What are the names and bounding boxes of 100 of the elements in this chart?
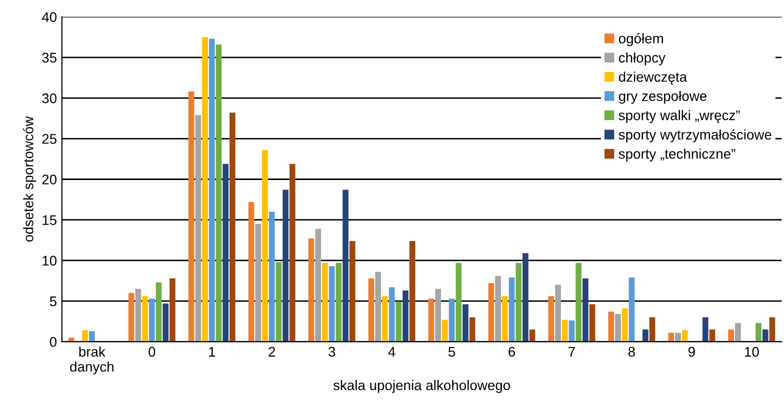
legend-label: sporty wytrzymałościowe: [618, 129, 772, 142]
bar: [255, 224, 262, 342]
bar: [336, 262, 342, 342]
x-tick-label: 8: [628, 346, 635, 357]
bar: [756, 322, 762, 342]
bar: [89, 331, 95, 342]
bar: [456, 262, 462, 342]
y-tick-label: 5: [50, 296, 56, 306]
bar: [315, 228, 322, 342]
bar: [435, 288, 441, 342]
legend-label: ogółem: [618, 33, 663, 46]
x-tick-label: 2: [268, 346, 276, 357]
bar: [762, 329, 768, 342]
bar: [728, 329, 734, 342]
y-tick-label: 40: [42, 12, 57, 22]
bar: [248, 202, 254, 342]
bar: [148, 298, 155, 342]
bar: [156, 282, 162, 342]
bar: [448, 298, 455, 342]
bar: [282, 190, 288, 342]
x-tick-label: 9: [688, 346, 695, 357]
bar: [428, 298, 434, 342]
bar: [608, 312, 614, 342]
bar: [769, 317, 776, 342]
bar: [508, 278, 515, 342]
bar: [349, 240, 356, 342]
bar: [642, 329, 648, 342]
bar: [382, 296, 388, 342]
legend-label: gry zespołowe: [618, 90, 707, 104]
bar: [276, 262, 282, 342]
y-tick-label: 30: [42, 93, 57, 104]
x-tick-label: 10: [744, 346, 759, 357]
bar: [230, 112, 236, 342]
bar: [488, 283, 494, 342]
bar: [216, 44, 222, 342]
bar: [649, 317, 656, 342]
y-axis-title: odsetek sportowców: [22, 116, 36, 242]
bar: [516, 262, 522, 342]
bar: [170, 278, 176, 342]
bar: [555, 284, 561, 342]
x-tick-label: 4: [388, 347, 396, 357]
y-tick-label: 15: [42, 215, 56, 226]
bar: [495, 276, 501, 342]
bar: [462, 304, 468, 342]
bar: [188, 92, 194, 342]
legend-label: sporty „techniczne”: [618, 148, 736, 162]
bar: [342, 190, 348, 342]
bar: [222, 164, 228, 342]
bar: [442, 320, 448, 342]
bar: [502, 296, 508, 342]
y-tick-label: 10: [42, 256, 57, 266]
bar: [162, 303, 169, 342]
bar: [82, 330, 88, 342]
bar: [322, 262, 328, 342]
bar: [469, 317, 476, 342]
bar: [522, 253, 528, 342]
bar: [268, 212, 275, 342]
y-tick-label: 0: [50, 336, 57, 347]
bar: [582, 278, 588, 342]
y-tick-label: 20: [42, 174, 57, 184]
bar: [589, 304, 596, 342]
legend-label: dziewczęta: [618, 72, 688, 85]
x-tick-label: brak danych: [70, 346, 114, 374]
legend-label: chłopcy: [618, 52, 666, 66]
legend-label: sporty walki „wręcz”: [618, 110, 740, 123]
bar: [668, 332, 674, 342]
bar: [548, 296, 554, 342]
bar: [675, 332, 681, 342]
y-tick-label: 25: [42, 134, 56, 144]
bar: [142, 296, 148, 342]
bar: [702, 317, 708, 342]
bar: [568, 320, 575, 342]
bar: [562, 320, 568, 342]
x-tick-label: 7: [568, 347, 575, 357]
bar: [135, 288, 142, 342]
bar: [262, 150, 268, 342]
bar: [202, 37, 208, 342]
x-tick-label: 6: [508, 346, 516, 357]
bar: [388, 287, 395, 342]
x-tick-label: 5: [448, 347, 456, 357]
x-tick-label: 0: [148, 346, 156, 357]
bar: [308, 238, 314, 342]
x-tick-label: 3: [328, 346, 336, 357]
bar: [375, 272, 382, 342]
y-tick-label: 35: [42, 52, 56, 63]
bar: [576, 262, 582, 342]
bar: [402, 290, 408, 342]
bar: [396, 302, 402, 342]
bar: [208, 38, 215, 342]
bar: [195, 115, 202, 342]
bar: [622, 308, 628, 342]
bar: [328, 266, 335, 342]
x-axis-title: skala upojenia alkoholowego: [333, 380, 510, 393]
bar: [615, 314, 621, 342]
bar: [368, 278, 374, 342]
bar: [735, 322, 741, 342]
bar: [628, 278, 635, 342]
x-tick-label: 1: [209, 347, 216, 357]
bar: [409, 240, 416, 342]
bar: [128, 292, 134, 342]
